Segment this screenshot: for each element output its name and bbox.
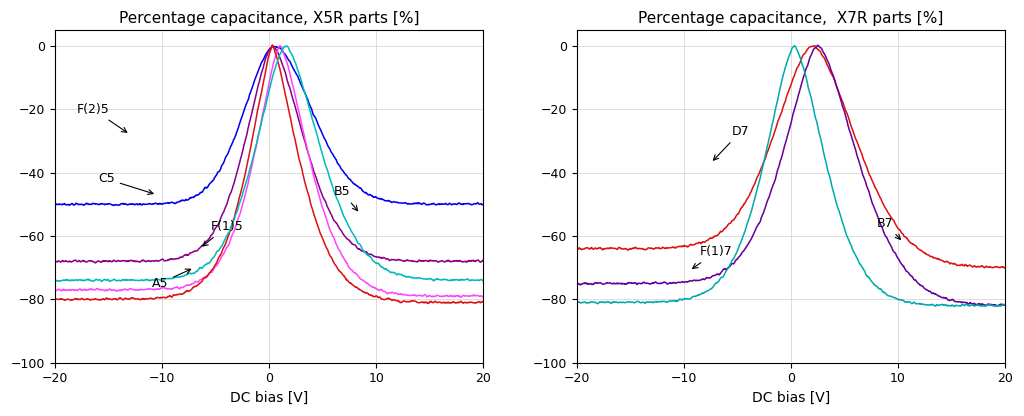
Text: F(1)7: F(1)7: [692, 245, 733, 268]
Title: Percentage capacitance, X5R parts [%]: Percentage capacitance, X5R parts [%]: [119, 11, 420, 26]
Text: F(1)5: F(1)5: [203, 220, 243, 246]
X-axis label: DC bias [V]: DC bias [V]: [752, 391, 830, 405]
Text: D7: D7: [714, 125, 750, 160]
Text: B7: B7: [877, 217, 900, 239]
X-axis label: DC bias [V]: DC bias [V]: [230, 391, 308, 405]
Title: Percentage capacitance,  X7R parts [%]: Percentage capacitance, X7R parts [%]: [638, 11, 944, 26]
Text: A5: A5: [152, 269, 190, 290]
Text: F(2)5: F(2)5: [77, 103, 127, 132]
Text: C5: C5: [98, 172, 153, 194]
Text: B5: B5: [334, 185, 357, 210]
